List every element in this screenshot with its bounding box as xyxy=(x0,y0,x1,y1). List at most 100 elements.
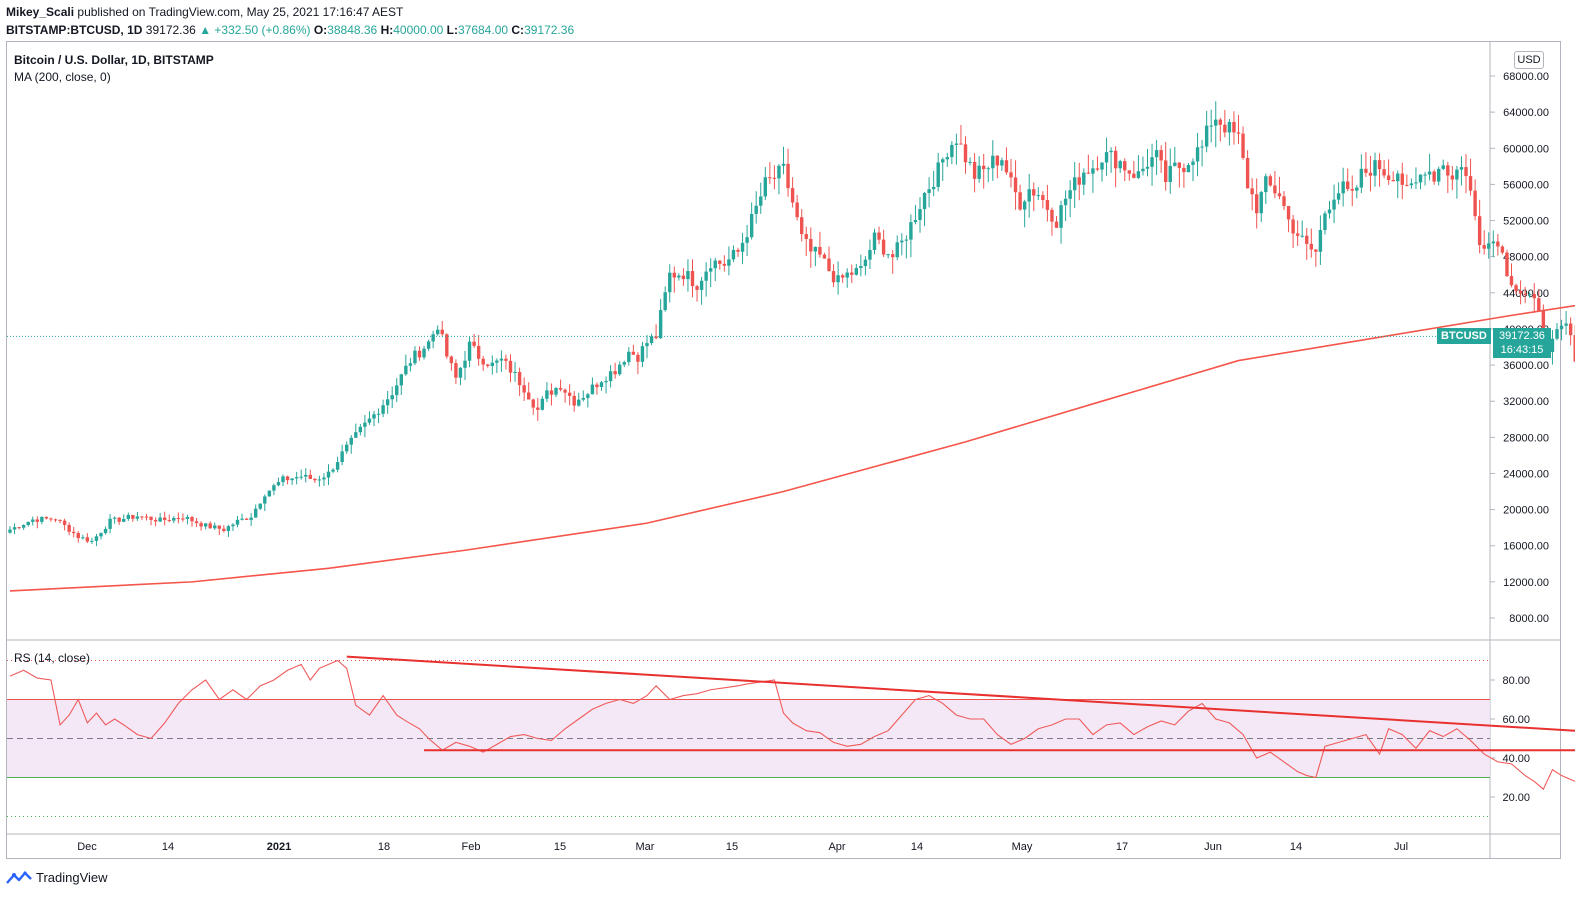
candle-body xyxy=(190,516,194,522)
candle xyxy=(1482,230,1486,255)
candle-body xyxy=(795,202,799,218)
currency-button[interactable]: USD xyxy=(1514,51,1544,69)
rsi-tick-label: 40.00 xyxy=(1502,753,1530,765)
candle-body xyxy=(135,516,140,519)
candle xyxy=(1364,152,1368,177)
candle xyxy=(481,355,485,371)
candle xyxy=(258,503,262,511)
candle xyxy=(595,382,599,395)
candle-body xyxy=(17,527,21,529)
price-tick-label: 68000.00 xyxy=(1503,71,1549,83)
candle-body xyxy=(558,388,563,390)
candle-body xyxy=(658,310,663,339)
candle-body xyxy=(1091,168,1095,174)
candle-body xyxy=(1059,205,1063,228)
publisher-line: Mikey_Scali published on TradingView.com… xyxy=(6,5,403,19)
candle xyxy=(991,140,995,181)
candle xyxy=(1036,187,1040,201)
candle-body xyxy=(222,528,226,531)
candle-body xyxy=(686,271,690,280)
candle xyxy=(1500,245,1505,255)
candle xyxy=(26,521,30,527)
candle-body xyxy=(713,260,717,269)
candle xyxy=(913,204,918,225)
candle xyxy=(1437,166,1441,186)
candle-body xyxy=(213,525,217,529)
candle-body xyxy=(1104,152,1109,163)
candle xyxy=(1396,170,1400,199)
open-value: 38848.36 xyxy=(327,23,378,37)
candle-body xyxy=(1295,233,1300,236)
candle xyxy=(1423,171,1427,186)
candle-body xyxy=(1400,173,1404,185)
candle-body xyxy=(1441,165,1445,169)
publisher-name[interactable]: Mikey_Scali xyxy=(6,5,75,19)
candle-body xyxy=(886,254,890,256)
bar-countdown: 16:43:15 xyxy=(1500,344,1544,356)
candle xyxy=(1018,184,1022,211)
candle-body xyxy=(1550,338,1555,353)
candle xyxy=(1118,159,1122,173)
candle-body xyxy=(349,437,353,445)
candle xyxy=(354,423,358,438)
candle-body xyxy=(745,237,749,243)
candle xyxy=(281,474,285,487)
candle xyxy=(172,516,176,524)
candle-body xyxy=(1364,168,1368,173)
chart-title-legend: Bitcoin / U.S. Dollar, 1D, BITSTAMP xyxy=(14,53,214,67)
tradingview-footer[interactable]: TradingView xyxy=(6,870,108,885)
candle xyxy=(490,355,494,375)
candle-body xyxy=(545,390,549,399)
candle xyxy=(263,494,267,512)
candle xyxy=(954,133,959,165)
rs-legend[interactable]: RS (14, close) xyxy=(14,651,91,665)
candle-body xyxy=(486,364,490,367)
last-price-tag: 39172.36 16:43:15 xyxy=(1493,328,1551,358)
candle-body xyxy=(1045,200,1050,210)
candle xyxy=(1173,146,1177,167)
candle xyxy=(304,468,308,483)
candle xyxy=(658,299,663,340)
candle xyxy=(326,464,331,486)
candle-body xyxy=(991,155,995,169)
candle xyxy=(959,125,963,145)
candle xyxy=(709,258,713,288)
candle-body xyxy=(244,518,249,520)
candle-body xyxy=(640,346,645,362)
candle-body xyxy=(1118,161,1122,169)
candle-body xyxy=(1241,133,1245,158)
price-tick-label: 36000.00 xyxy=(1503,360,1549,372)
candle-body xyxy=(1255,194,1259,214)
candle xyxy=(112,516,117,524)
candle-body xyxy=(1245,157,1250,189)
candles-group xyxy=(8,101,1575,547)
candle xyxy=(1273,170,1277,199)
candle xyxy=(863,256,868,276)
candle xyxy=(40,516,44,525)
ma-legend[interactable]: MA (200, close, 0) xyxy=(14,70,111,84)
candle-body xyxy=(1409,183,1414,186)
candle xyxy=(208,521,212,529)
candle xyxy=(781,146,786,175)
candle xyxy=(117,517,121,525)
candle xyxy=(1045,184,1050,222)
candle xyxy=(1405,174,1409,187)
price-tick-label: 20000.00 xyxy=(1503,505,1549,517)
candle xyxy=(608,365,613,388)
candle-body xyxy=(53,519,58,521)
candle-body xyxy=(1346,181,1350,190)
candle-body xyxy=(768,177,772,179)
candle xyxy=(1509,263,1514,288)
candle xyxy=(1245,150,1250,189)
candle-body xyxy=(754,205,758,214)
candle-body xyxy=(959,143,963,145)
candle xyxy=(549,383,554,406)
candle-body xyxy=(1423,174,1427,176)
candle xyxy=(67,522,71,536)
candle-body xyxy=(1018,192,1022,210)
time-tick-label: Dec xyxy=(77,841,97,853)
candle-body xyxy=(408,363,413,366)
candle-body xyxy=(1250,188,1254,195)
low-value: 37684.00 xyxy=(457,23,509,37)
